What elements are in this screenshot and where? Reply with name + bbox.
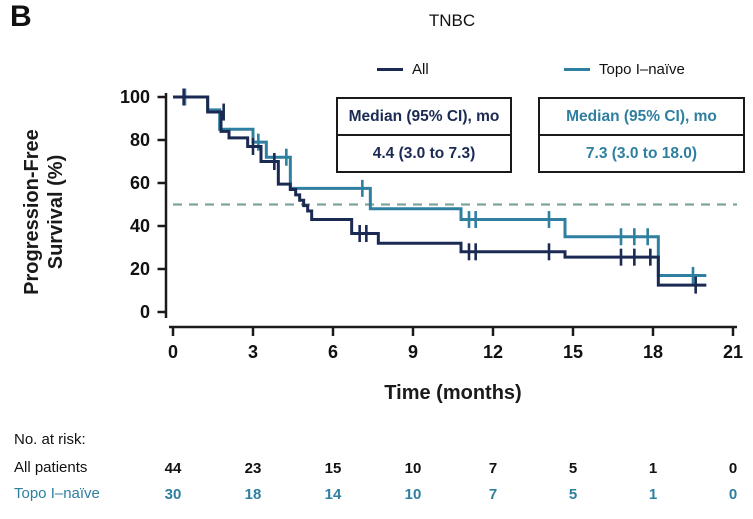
legend-label-topo-naive: Topo I–naïve — [599, 60, 685, 78]
risk-count: 5 — [569, 486, 577, 503]
median-box-topo-naive-value: 7.3 (3.0 to 18.0) — [585, 145, 698, 162]
x-tick-label: 21 — [723, 342, 743, 362]
risk-count: 0 — [729, 460, 737, 477]
risk-count: 0 — [729, 486, 737, 503]
risk-count: 44 — [165, 460, 182, 477]
x-tick-label: 12 — [483, 342, 503, 362]
x-tick-label: 18 — [643, 342, 663, 362]
risk-count: 1 — [649, 486, 657, 503]
median-box-topo-naive: Median (95% CI), mo 7.3 (3.0 to 18.0) — [538, 97, 745, 173]
legend-item-topo-naive: Topo I–naïve — [564, 60, 685, 78]
risk-count: 23 — [245, 460, 262, 477]
legend-line-swatch-topo-naive — [564, 67, 590, 71]
risk-count: 5 — [569, 460, 577, 477]
x-tick-label: 9 — [408, 342, 418, 362]
chart-title: TNBC — [428, 11, 476, 30]
risk-count: 7 — [489, 460, 497, 477]
risk-count: 1 — [649, 460, 657, 477]
legend-item-all: All — [377, 60, 429, 78]
x-tick-label: 15 — [563, 342, 583, 362]
risk-count: 10 — [405, 486, 422, 503]
risk-count: 10 — [405, 460, 422, 477]
median-box-topo-naive-header: Median (95% CI), mo — [540, 99, 743, 136]
median-box-all: Median (95% CI), mo 4.4 (3.0 to 7.3) — [336, 97, 512, 173]
x-tick-label: 3 — [248, 342, 258, 362]
risk-row-label-topo-naive: Topo I–naïve — [14, 485, 100, 502]
y-tick-label: 20 — [130, 259, 150, 279]
y-tick-label: 0 — [140, 302, 150, 322]
panel-label: B — [10, 0, 32, 33]
y-tick-label: 60 — [130, 173, 150, 193]
risk-count: 14 — [325, 486, 342, 503]
km-curve-all — [173, 95, 707, 287]
legend-line-swatch-all — [377, 67, 403, 71]
y-tick-label: 80 — [130, 130, 150, 150]
risk-count: 30 — [165, 486, 182, 503]
x-tick-label: 0 — [168, 342, 178, 362]
y-tick-label: 100 — [120, 87, 150, 107]
risk-count: 15 — [325, 460, 342, 477]
x-axis-title: Time (months) — [384, 382, 522, 404]
legend-label-all: All — [412, 60, 429, 78]
median-box-all-value: 4.4 (3.0 to 7.3) — [372, 145, 476, 162]
median-box-all-header: Median (95% CI), mo — [338, 99, 510, 136]
risk-count: 7 — [489, 486, 497, 503]
x-tick-label: 6 — [328, 342, 338, 362]
risk-table-title: No. at risk: — [14, 431, 86, 448]
risk-row-label-all-patients: All patients — [14, 459, 88, 476]
risk-count: 18 — [245, 486, 262, 503]
y-tick-label: 40 — [130, 216, 150, 236]
